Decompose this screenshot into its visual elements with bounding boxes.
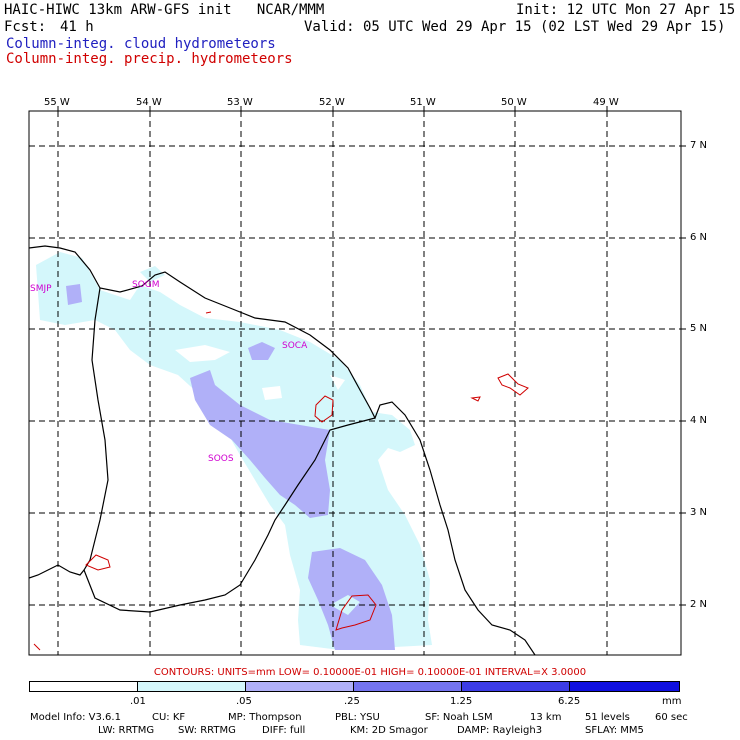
contours-info: CONTOURS: UNITS=mm LOW= 0.10000E-01 HIGH… — [153, 667, 587, 678]
colorbar-tick: .25 — [344, 696, 360, 707]
lon-label: 52 W — [319, 97, 345, 108]
init-time: Init: 12 UTC Mon 27 Apr 15 — [516, 2, 736, 18]
lon-label: 54 W — [136, 97, 162, 108]
lat-label: 4 N — [690, 415, 708, 426]
lat-label: 5 N — [690, 323, 708, 334]
lat-label: 6 N — [690, 232, 708, 243]
model-info: 13 km — [530, 712, 562, 723]
cloud-legend-label: Column-integ. cloud hydrometeors — [6, 36, 276, 52]
model-title: HAIC-HIWC 13km ARW-GFS init NCAR/MMM — [4, 2, 325, 18]
model-info: SFLAY: MM5 — [585, 725, 644, 736]
cloud-island-light — [140, 266, 165, 282]
model-info: CU: KF — [152, 712, 186, 723]
model-info: KM: 2D Smagor — [350, 725, 428, 736]
model-info: SF: Noah LSM — [425, 712, 493, 723]
model-info: LW: RRTMG — [98, 725, 155, 736]
precip-contours — [33, 311, 529, 651]
colorbar-segment — [245, 681, 354, 692]
coastline — [29, 245, 536, 655]
colorbar-tick: 6.25 — [558, 696, 581, 707]
colorbar-tick: .05 — [236, 696, 252, 707]
map-frame — [28, 110, 682, 656]
colorbar-tick: 1.25 — [450, 696, 473, 707]
model-info: 51 levels — [585, 712, 630, 723]
lat-lon-grid — [29, 111, 681, 655]
colorbar-segment — [29, 681, 138, 692]
forecast-hour: 41 h — [60, 19, 94, 35]
valid-time: Valid: 05 UTC Wed 29 Apr 15 (02 LST Wed … — [304, 19, 726, 35]
lon-label: 50 W — [501, 97, 527, 108]
colorbar-segment — [569, 681, 680, 692]
colorbar-segment — [353, 681, 462, 692]
precip-legend-label: Column-integ. precip. hydrometeors — [6, 51, 293, 67]
colorbar-segment — [137, 681, 246, 692]
colorbar-segment — [461, 681, 570, 692]
station-label: SOOS — [208, 454, 234, 464]
model-info: Model Info: V3.6.1 — [30, 712, 121, 723]
station-label: SOGM — [132, 280, 160, 290]
cloud-field-medium — [190, 370, 330, 518]
lat-label: 7 N — [690, 140, 708, 151]
lon-label: 51 W — [410, 97, 436, 108]
colorbar-tick: .01 — [130, 696, 146, 707]
model-info: SW: RRTMG — [178, 725, 236, 736]
lat-label: 3 N — [690, 507, 708, 518]
station-label: SOCA — [282, 341, 308, 351]
model-info: MP: Thompson — [228, 712, 302, 723]
lat-label: 2 N — [690, 599, 708, 610]
model-info: 60 sec — [655, 712, 688, 723]
forecast-label: Fcst: — [4, 19, 47, 35]
station-label: SMJP — [30, 284, 52, 294]
model-info: DAMP: Rayleigh3 — [457, 725, 543, 736]
lon-label: 49 W — [593, 97, 619, 108]
model-info: DIFF: full — [262, 725, 306, 736]
model-info: PBL: YSU — [335, 712, 380, 723]
colorbar-units: mm — [662, 696, 682, 707]
lon-label: 55 W — [44, 97, 70, 108]
lon-label: 53 W — [227, 97, 253, 108]
